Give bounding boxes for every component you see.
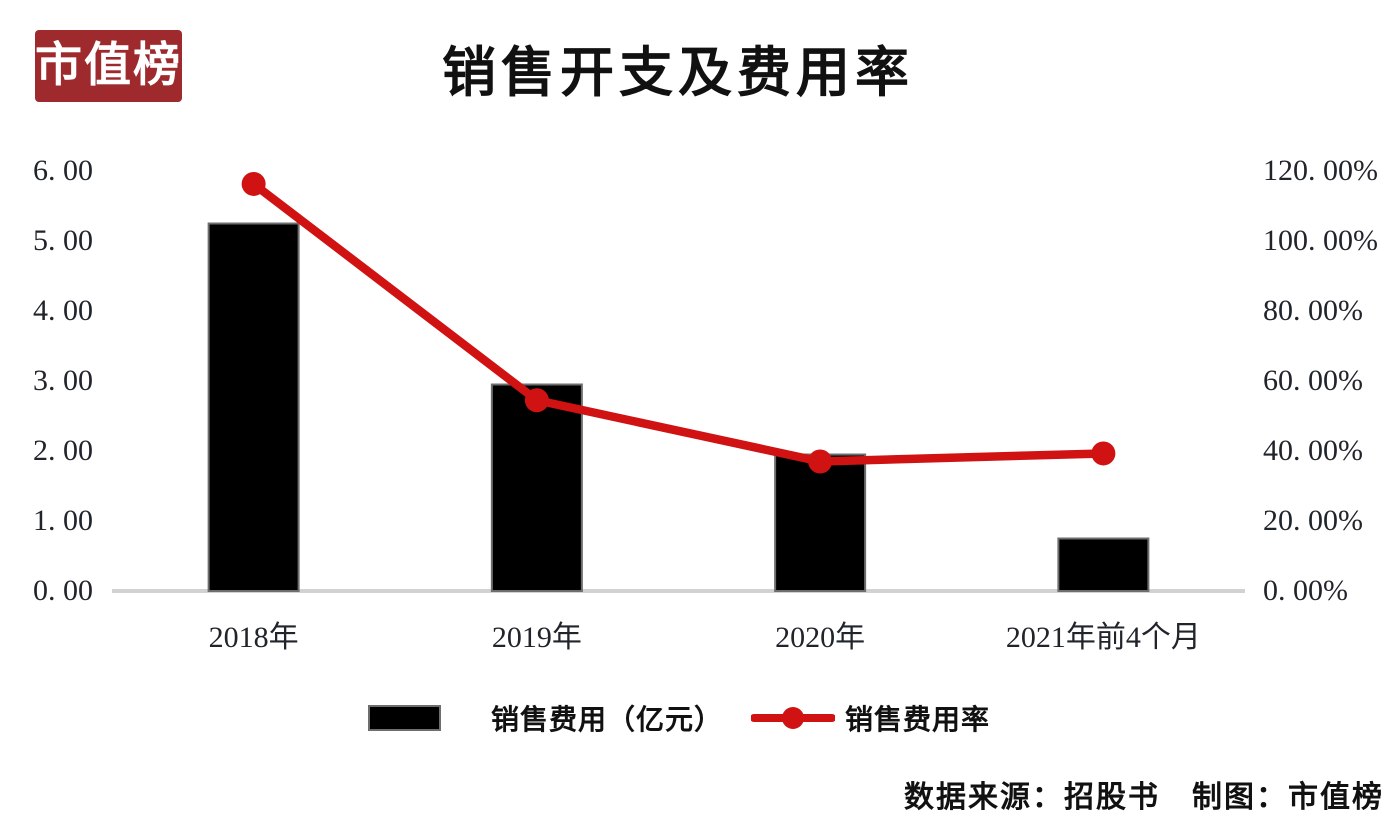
bar-2020年 bbox=[774, 453, 867, 592]
line-marker-icon bbox=[751, 707, 836, 729]
left-axis-tick: 1. 00 bbox=[33, 504, 93, 537]
left-axis-tick: 4. 00 bbox=[33, 294, 93, 327]
line-series-label: 销售费用率 bbox=[845, 705, 991, 736]
brand-logo: 市值榜 bbox=[35, 30, 182, 102]
left-axis-tick: 5. 00 bbox=[33, 224, 93, 257]
ratio-line bbox=[249, 179, 1108, 466]
ratio-point-2019年 bbox=[524, 388, 549, 413]
chart-legend: 销售费用（亿元） 销售费用率 bbox=[368, 701, 991, 736]
bar-series-swatch bbox=[368, 705, 441, 731]
bar-2021年前4个月 bbox=[1057, 537, 1150, 592]
legend-line-dot bbox=[782, 707, 805, 729]
right-axis-tick: 120. 00% bbox=[1263, 154, 1378, 187]
ratio-point-2021年前4个月 bbox=[1091, 441, 1116, 466]
x-axis-label-2019年: 2019年 bbox=[491, 621, 582, 654]
right-axis-tick: 60. 00% bbox=[1263, 364, 1363, 397]
right-axis-tick: 0. 00% bbox=[1263, 574, 1348, 607]
ratio-point-2018年 bbox=[241, 171, 266, 196]
x-axis-label-2020年: 2020年 bbox=[775, 621, 866, 654]
right-axis-tick: 20. 00% bbox=[1263, 504, 1363, 537]
source-note: 数据来源：招股书 制图：市值榜 bbox=[904, 781, 1384, 814]
bar-2018年 bbox=[207, 222, 300, 592]
ratio-point-2020年 bbox=[808, 449, 833, 474]
chart-title: 销售开支及费用率 bbox=[442, 43, 914, 103]
bar-2019年 bbox=[490, 383, 583, 592]
left-axis-tick: 3. 00 bbox=[33, 364, 93, 397]
left-axis-tick: 6. 00 bbox=[33, 154, 93, 187]
x-axis-label-2018年: 2018年 bbox=[208, 621, 299, 654]
right-axis-tick: 100. 00% bbox=[1263, 224, 1378, 257]
left-axis-tick: 0. 00 bbox=[33, 574, 93, 607]
bar-series-label: 销售费用（亿元） bbox=[491, 705, 724, 736]
right-axis-tick: 80. 00% bbox=[1263, 294, 1363, 327]
right-axis-tick: 40. 00% bbox=[1263, 434, 1363, 467]
x-axis-label-2021年前4个月: 2021年前4个月 bbox=[1005, 621, 1201, 654]
line-series-marker bbox=[751, 705, 836, 731]
left-axis-tick: 2. 00 bbox=[33, 434, 93, 467]
brand-logo-text: 市值榜 bbox=[35, 39, 182, 92]
